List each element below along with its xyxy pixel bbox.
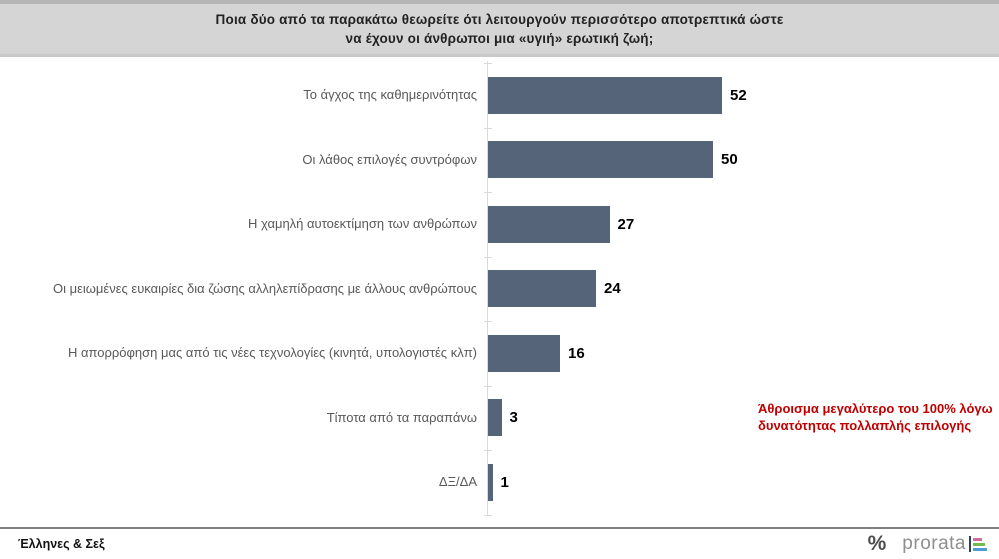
axis-tick — [484, 192, 492, 193]
bar-row: Το άγχος της καθημερινότητας 52 — [0, 63, 999, 128]
value-label: 52 — [730, 86, 747, 104]
bar-row: Οι μειωμένες ευκαιρίες δια ζώσης αλληλεπ… — [0, 257, 999, 322]
footer: Έλληνες & Σεξ % prorata — [0, 527, 999, 559]
bar-row: Τίποτα από τα παραπάνω 3 — [0, 386, 999, 451]
bar — [488, 270, 596, 308]
category-label: Τίποτα από τα παραπάνω — [326, 409, 477, 425]
bar-plot-area: 1 — [487, 450, 999, 515]
category-label: Η απορρόφηση μας από τις νέες τεχνολογίε… — [67, 345, 477, 361]
axis-tick — [484, 385, 492, 387]
bar-rows: Το άγχος της καθημερινότητας 52 Οι λάθος… — [0, 63, 999, 515]
category-label: Οι μειωμένες ευκαιρίες δια ζώσης αλληλεπ… — [53, 280, 477, 296]
bar — [488, 141, 713, 179]
bar-plot-area: 3 — [487, 386, 999, 451]
bar-chart: Το άγχος της καθημερινότητας 52 Οι λάθος… — [0, 57, 999, 527]
category-label: ΔΞ/ΔΑ — [438, 474, 477, 490]
chart-title-line2: να έχουν οι άνθρωποι μια «υγιή» ερωτική … — [345, 31, 654, 46]
axis-tick — [484, 514, 492, 516]
bar — [488, 334, 560, 372]
bar — [488, 76, 722, 114]
methodology-note: Άθροισμα μεγαλύτερο του 100% λόγω δυνατό… — [758, 400, 998, 434]
axis-tick — [484, 256, 492, 258]
bar — [488, 399, 502, 437]
bar-row: Η χαμηλή αυτοεκτίμηση των ανθρώπων 27 — [0, 192, 999, 257]
brand-wordmark: prorata — [902, 533, 987, 555]
bar — [488, 205, 610, 243]
methodology-note-line2: δυνατότητας πολλαπλής επιλογής — [758, 418, 972, 433]
percent-icon: % — [867, 532, 887, 555]
category-axis-line — [484, 61, 492, 516]
bar-plot-area: 52 — [487, 63, 999, 128]
methodology-note-line1: Άθροισμα μεγαλύτερο του 100% λόγω — [758, 401, 993, 416]
axis-tick — [484, 450, 492, 451]
value-label: 24 — [604, 280, 621, 298]
bar — [488, 463, 493, 501]
bar-row: ΔΞ/ΔΑ 1 — [0, 450, 999, 515]
bar-plot-area: 24 — [487, 257, 999, 322]
bar-plot-area: 50 — [487, 128, 999, 193]
axis-tick — [484, 321, 492, 322]
bar-row: Η απορρόφηση μας από τις νέες τεχνολογίε… — [0, 321, 999, 386]
category-label: Η χαμηλή αυτοεκτίμηση των ανθρώπων — [247, 216, 477, 232]
axis-tick — [484, 127, 492, 129]
bar-chart-icon — [969, 536, 987, 552]
chart-title: Ποια δύο από τα παρακάτω θεωρείτε ότι λε… — [0, 0, 999, 57]
value-label: 50 — [721, 151, 738, 169]
bar-row: Οι λάθος επιλογές συντρόφων 50 — [0, 128, 999, 193]
source-label: Έλληνες & Σεξ — [18, 537, 105, 551]
bar-plot-area: 27 — [487, 192, 999, 257]
value-label: 1 — [500, 473, 509, 491]
chart-title-line1: Ποια δύο από τα παρακάτω θεωρείτε ότι λε… — [215, 12, 784, 27]
bar-plot-area: 16 — [487, 321, 999, 386]
value-label: 27 — [617, 215, 635, 233]
value-label: 3 — [509, 409, 518, 427]
value-label: 16 — [568, 344, 585, 362]
prorata-logo: % prorata — [868, 532, 987, 556]
category-label: Το άγχος της καθημερινότητας — [303, 87, 477, 103]
brand-name: prorata — [902, 533, 966, 554]
category-label: Οι λάθος επιλογές συντρόφων — [302, 151, 477, 167]
axis-tick — [484, 63, 492, 64]
